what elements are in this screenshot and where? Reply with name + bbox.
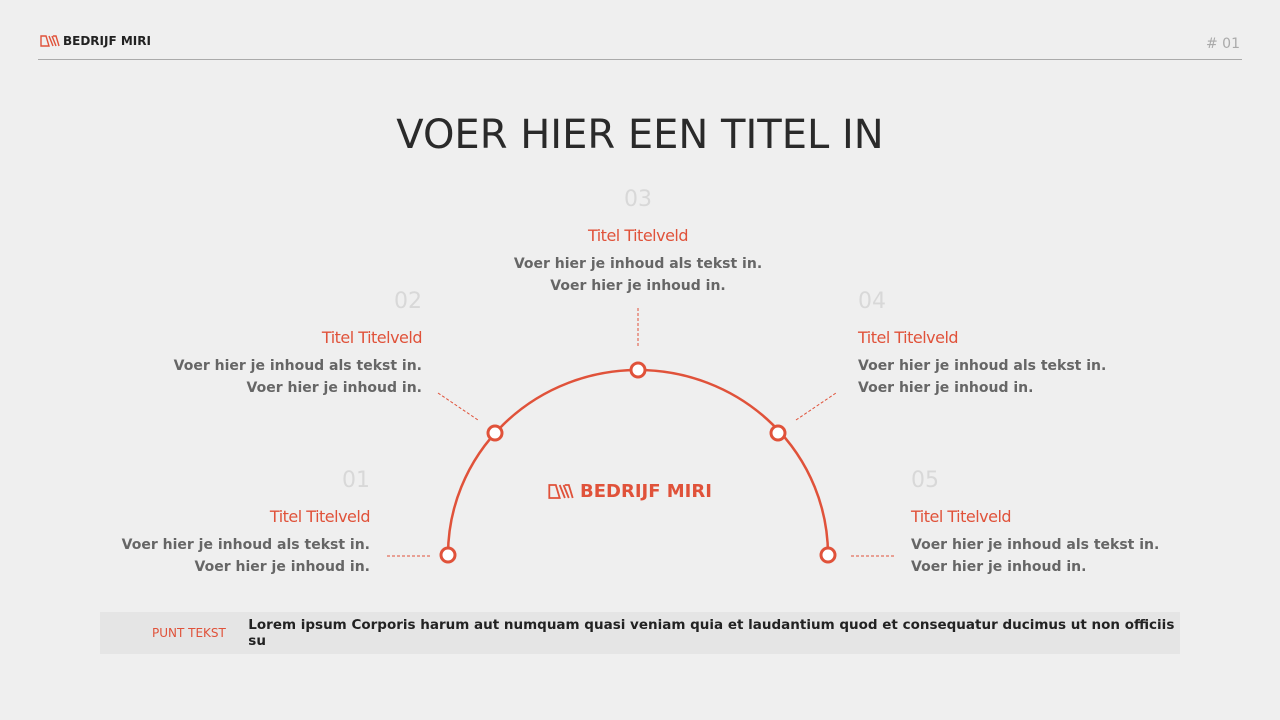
step-number: 02 [394, 289, 422, 314]
step-line: Voer hier je inhoud in. [858, 380, 1034, 396]
footer-bar: PUNT TEKST Lorem ipsum Corporis harum au… [100, 612, 1180, 654]
node-4 [769, 424, 787, 442]
logo-icon [548, 484, 574, 499]
node-3 [629, 361, 647, 379]
node-5 [819, 546, 837, 564]
step-4: 04 Titel Titelveld Voer hier je inhoud a… [858, 289, 1178, 399]
step-3: 03 Titel Titelveld Voer hier je inhoud a… [478, 187, 798, 297]
step-1: 01 Titel Titelveld Voer hier je inhoud a… [50, 468, 371, 578]
page-number: # 01 [1206, 36, 1240, 52]
step-title: Titel Titelveld [587, 226, 689, 245]
step-line: Voer hier je inhoud in. [550, 278, 726, 294]
step-title: Titel Titelveld [911, 507, 1012, 526]
connector-2 [437, 392, 479, 421]
logo-icon [40, 35, 60, 47]
step-line: Voer hier je inhoud als tekst in. [173, 358, 422, 374]
step-title: Titel Titelveld [321, 328, 423, 347]
step-number: 03 [624, 187, 652, 212]
center-logo: BEDRIJF MIRI [548, 481, 712, 502]
connector-4 [795, 392, 837, 421]
step-line: Voer hier je inhoud in. [911, 559, 1087, 575]
step-line: Voer hier je inhoud in. [194, 559, 370, 575]
step-title: Titel Titelveld [858, 328, 959, 347]
header-divider [38, 59, 1242, 60]
header-logo: BEDRIJF MIRI [40, 34, 151, 48]
step-2: 02 Titel Titelveld Voer hier je inhoud a… [102, 289, 423, 399]
step-line: Voer hier je inhoud als tekst in. [121, 537, 370, 553]
footer-text: Lorem ipsum Corporis harum aut numquam q… [248, 617, 1175, 649]
step-number: 04 [858, 289, 886, 314]
step-line: Voer hier je inhoud in. [246, 380, 422, 396]
center-brand: BEDRIJF MIRI [580, 481, 712, 502]
footer-label: PUNT TEKST [152, 626, 226, 640]
arc [446, 368, 830, 556]
step-line: Voer hier je inhoud als tekst in. [911, 537, 1160, 553]
brand-name: BEDRIJF MIRI [63, 34, 151, 48]
node-1 [439, 546, 457, 564]
step-line: Voer hier je inhoud als tekst in. [513, 256, 763, 272]
step-title: Titel Titelveld [269, 507, 371, 526]
step-number: 05 [911, 468, 939, 493]
node-2 [486, 424, 504, 442]
step-5: 05 Titel Titelveld Voer hier je inhoud a… [911, 468, 1231, 578]
step-line: Voer hier je inhoud als tekst in. [858, 358, 1107, 374]
step-number: 01 [342, 468, 370, 493]
page-title: VOER HIER EEN TITEL IN [396, 112, 884, 158]
